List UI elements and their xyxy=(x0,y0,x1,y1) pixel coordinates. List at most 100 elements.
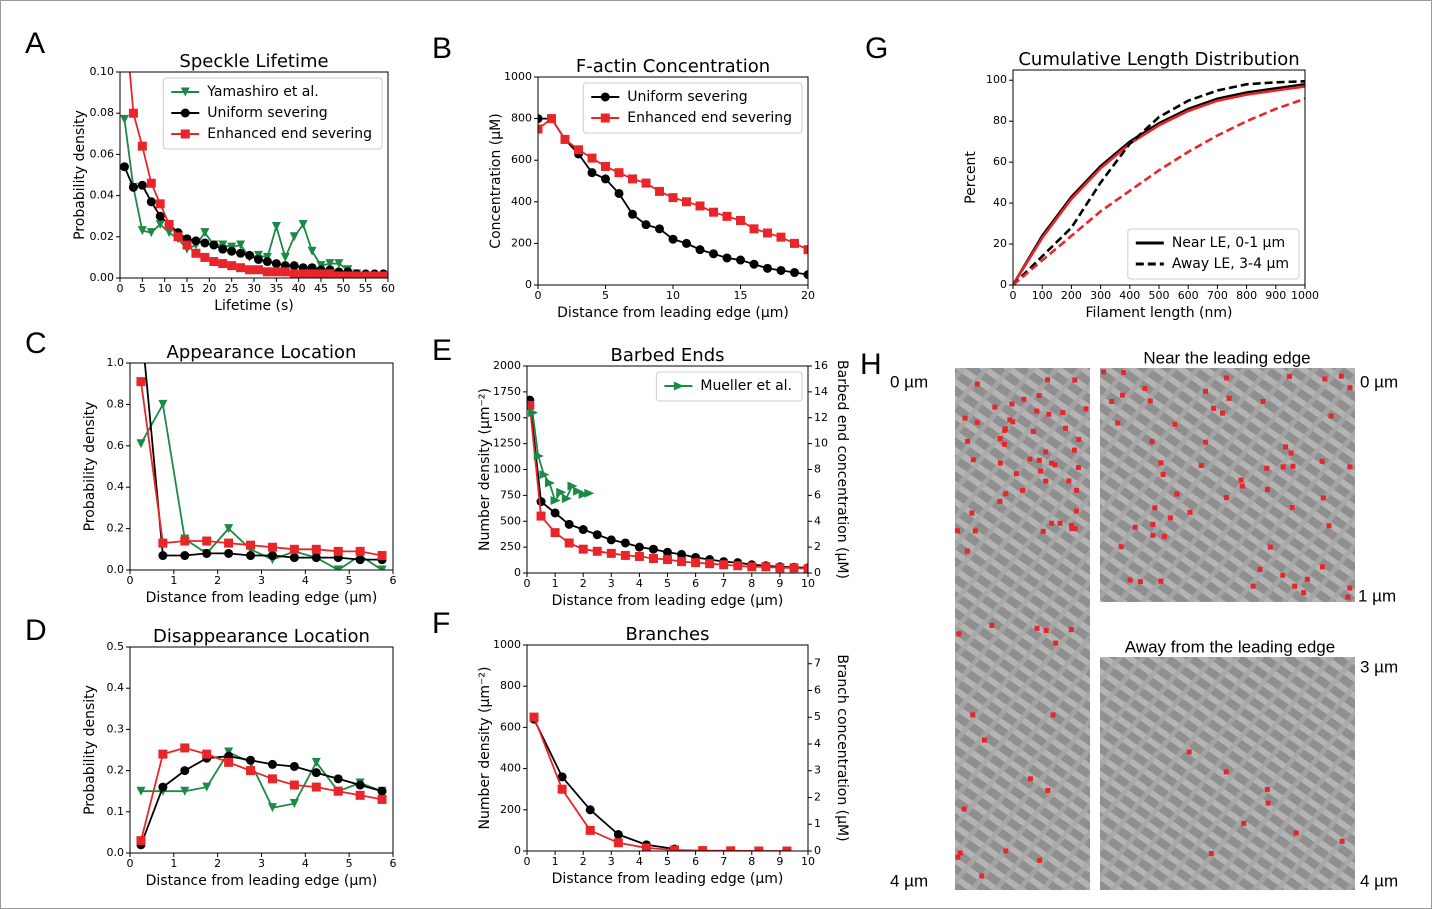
red-spot xyxy=(1198,462,1204,468)
red-spot xyxy=(1127,577,1133,583)
red-spot xyxy=(974,381,980,387)
red-spot xyxy=(1280,572,1286,578)
y2-tick-label: 7 xyxy=(814,657,821,670)
marker xyxy=(709,207,718,217)
legend-label: Away LE, 3-4 µm xyxy=(1172,256,1289,272)
marker xyxy=(719,560,729,570)
marker xyxy=(137,226,147,236)
y2-tick-label: 0 xyxy=(814,844,821,857)
y-axis-label: Probability density xyxy=(82,402,98,532)
panel-label: A xyxy=(25,27,45,60)
plot-area xyxy=(1013,80,1305,285)
y2-tick-label: 8 xyxy=(814,463,821,476)
red-spot xyxy=(1152,505,1158,511)
marker xyxy=(325,259,335,269)
marker xyxy=(202,536,212,546)
y2-tick-label: 2 xyxy=(814,790,821,803)
marker xyxy=(556,487,567,497)
x-tick-label: 30 xyxy=(247,282,261,295)
marker xyxy=(776,265,786,275)
x-tick-label: 500 xyxy=(1149,289,1170,302)
marker xyxy=(601,161,610,171)
y-tick-label: 750 xyxy=(500,488,521,501)
x-axis-label: Distance from leading edge (µm) xyxy=(552,593,784,609)
axes-frame xyxy=(119,71,389,279)
red-spot xyxy=(1339,838,1345,844)
marker xyxy=(120,162,129,172)
marker xyxy=(120,114,129,124)
marker xyxy=(307,269,317,278)
marker xyxy=(200,238,210,248)
y-tick-label: 0.0 xyxy=(107,846,125,859)
marker xyxy=(311,757,321,767)
plot-area xyxy=(529,712,792,851)
x-tick-label: 7 xyxy=(720,577,727,590)
marker xyxy=(245,265,255,275)
scale-label: 3 µm xyxy=(1360,657,1398,676)
x-tick-label: 3 xyxy=(258,574,265,587)
marker xyxy=(620,538,630,548)
chart-panel: B F-actin Concentration Distance from lead… xyxy=(432,32,815,321)
scale-label: 0 µm xyxy=(890,372,928,391)
red-spot xyxy=(1034,625,1040,631)
red-spot xyxy=(1290,463,1296,469)
x-tick-label: 1 xyxy=(170,574,177,587)
marker xyxy=(224,524,234,534)
x-tick-label: 0 xyxy=(127,574,134,587)
marker xyxy=(289,761,299,771)
scale-label: 1 µm xyxy=(1358,586,1396,605)
marker xyxy=(267,759,277,769)
legend-label: Uniform severing xyxy=(627,89,747,105)
y-axis-label: Percent xyxy=(963,151,979,204)
red-spot xyxy=(970,712,976,718)
marker xyxy=(136,439,146,449)
red-spot xyxy=(1292,583,1298,589)
marker xyxy=(539,470,550,480)
red-spot xyxy=(1030,429,1036,435)
x-tick-label: 6 xyxy=(692,855,699,868)
marker xyxy=(641,178,651,188)
red-spot xyxy=(1045,787,1051,793)
x-tick-label: 0 xyxy=(524,855,531,868)
scale-label: 0 µm xyxy=(1360,372,1398,391)
marker xyxy=(587,168,597,178)
marker xyxy=(550,508,560,518)
red-spot xyxy=(981,737,987,743)
red-spot xyxy=(989,622,995,628)
marker xyxy=(202,749,212,759)
y-tick-label: 0.8 xyxy=(107,397,125,410)
red-spot xyxy=(1208,851,1214,857)
marker xyxy=(803,564,808,573)
y-tick-label: 500 xyxy=(500,514,521,527)
x-tick-label: 60 xyxy=(381,282,395,295)
red-spot xyxy=(1057,520,1063,526)
marker xyxy=(200,228,210,238)
red-spot xyxy=(1286,373,1292,379)
red-spot xyxy=(1137,579,1143,585)
marker xyxy=(614,168,624,178)
y-tick-label: 0.04 xyxy=(90,189,115,202)
marker xyxy=(634,551,644,561)
red-spot xyxy=(1083,406,1089,412)
x-tick-label: 3 xyxy=(258,857,265,870)
x-tick-label: 7 xyxy=(720,855,727,868)
red-spot xyxy=(997,460,1003,466)
marker xyxy=(246,551,256,561)
red-spot xyxy=(962,415,968,421)
marker xyxy=(803,245,808,255)
y2-tick-label: 6 xyxy=(814,488,821,501)
marker xyxy=(267,542,277,552)
marker xyxy=(655,224,664,234)
red-spot xyxy=(974,419,980,425)
y-tick-label: 0.2 xyxy=(107,522,125,535)
marker xyxy=(557,772,567,782)
marker xyxy=(761,562,771,572)
marker xyxy=(585,825,595,835)
legend-box xyxy=(655,371,803,402)
x-tick-label: 8 xyxy=(748,855,755,868)
x-tick-label: 25 xyxy=(225,282,239,295)
marker xyxy=(655,186,664,196)
marker xyxy=(202,782,212,792)
marker xyxy=(137,141,147,151)
marker xyxy=(325,269,335,278)
